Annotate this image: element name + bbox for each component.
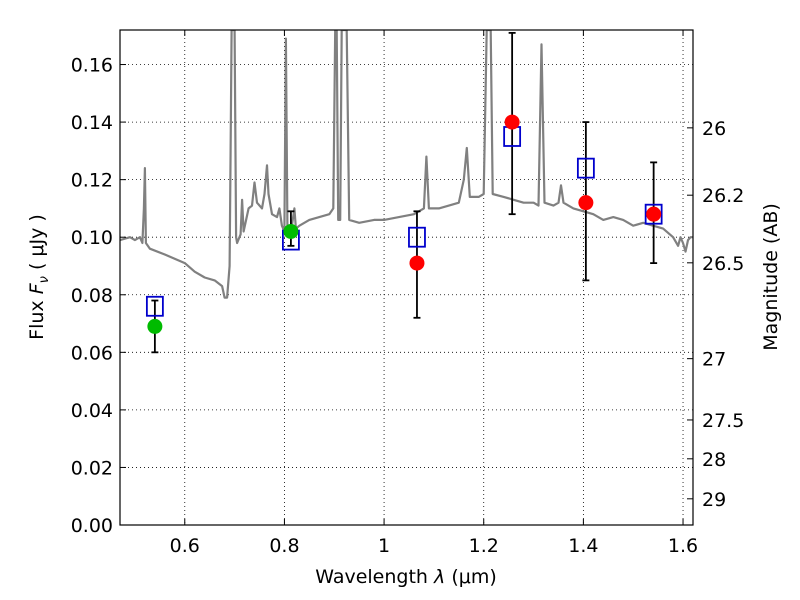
y-tick-label: 0.00	[71, 515, 113, 537]
observed-point	[147, 318, 163, 334]
x-tick-label: 1.6	[668, 535, 698, 557]
observed-point	[283, 223, 299, 239]
plot-background	[120, 30, 693, 525]
y-tick-label: 0.02	[71, 457, 113, 479]
x-axis-label: Wavelength λ (μm)	[315, 566, 496, 588]
observed-point	[646, 206, 662, 222]
model-photometry-square	[576, 157, 595, 179]
x-tick-label: 1.4	[568, 535, 598, 557]
y2-tick-label: 27.5	[702, 410, 744, 432]
x-tick-label: 0.8	[269, 535, 299, 557]
x-tick-label: 1	[378, 535, 390, 557]
y-tick-label: 0.08	[71, 285, 113, 307]
grid-lines	[120, 30, 693, 525]
y-tick-label: 0.14	[71, 112, 113, 134]
model-spectrum-line	[120, 30, 693, 299]
observed-point	[504, 114, 520, 130]
plot-frame	[119, 29, 694, 526]
y2-tick-label: 27	[702, 349, 726, 371]
model-photometry-square	[408, 226, 426, 248]
y-tick-label: 0.06	[71, 342, 113, 364]
y2-tick-label: 26.5	[702, 253, 744, 275]
model-photometry-square	[145, 295, 164, 317]
y2-tick-label: 29	[702, 489, 726, 511]
y2-tick-label: 28	[702, 449, 726, 471]
y-axis-label: Flux Fν ( μJy )	[26, 214, 52, 340]
y2-tick-label: 26.2	[702, 185, 744, 207]
x-tick-label: 1.2	[469, 535, 499, 557]
y2-axis-label: Magnitude (AB)	[760, 203, 782, 351]
axis-ticks: 0.6 0.8 1 1.2 1.4 1.6 0.00 0.02 0.04 0.06 0.08 0.10…	[71, 30, 744, 557]
observed-point	[409, 255, 425, 271]
y-tick-label: 0.04	[71, 400, 113, 422]
y-tick-label: 0.12	[71, 170, 113, 192]
x-tick-label: 0.6	[170, 535, 200, 557]
y-tick-label: 0.16	[71, 55, 113, 77]
observed-point	[578, 195, 594, 211]
plot-area	[120, 30, 693, 354]
y-tick-label: 0.10	[71, 227, 113, 249]
y2-tick-label: 26	[702, 118, 726, 140]
model-photometry-square	[644, 203, 663, 225]
